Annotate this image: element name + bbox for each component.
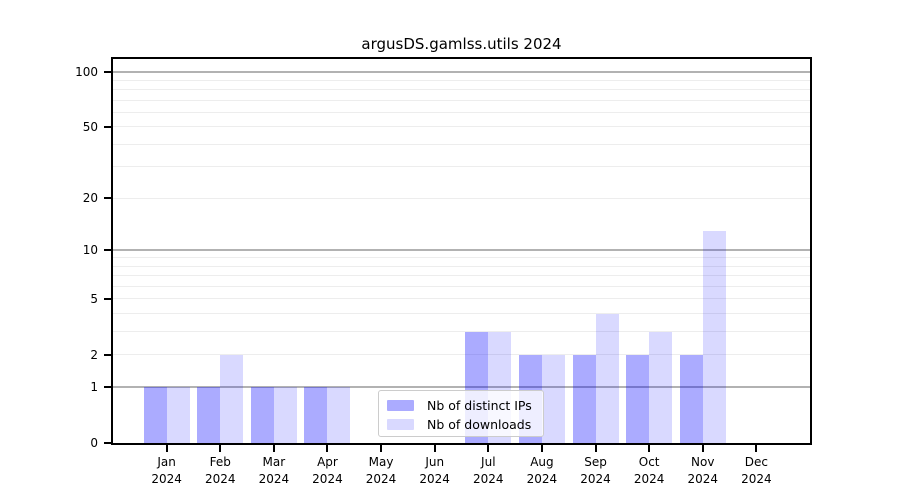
bar-downloads-apr bbox=[327, 387, 351, 443]
bar-downloads-aug bbox=[541, 354, 565, 443]
bar-downloads-mar bbox=[273, 387, 297, 443]
bar-distinct-ips-apr bbox=[304, 387, 328, 443]
legend-swatch-downloads bbox=[387, 419, 414, 430]
x-tick-label: Aug 2024 bbox=[526, 455, 558, 486]
x-tick-label: Sep 2024 bbox=[580, 455, 611, 486]
legend: Nb of distinct IPs Nb of downloads bbox=[378, 390, 544, 437]
y-tick-mark bbox=[104, 353, 111, 356]
x-tick-label: Oct 2024 bbox=[633, 455, 665, 486]
x-tick-mark bbox=[487, 445, 490, 452]
y-tick-mark bbox=[104, 125, 111, 128]
bar-downloads-feb bbox=[220, 354, 244, 443]
major-gridline bbox=[113, 249, 810, 252]
legend-item-downloads: Nb of downloads bbox=[387, 415, 535, 434]
y-tick-mark bbox=[104, 386, 111, 389]
minor-gridline bbox=[113, 313, 810, 315]
top-axis-spine bbox=[111, 57, 812, 59]
y-tick-mark bbox=[104, 442, 111, 444]
minor-gridline bbox=[113, 143, 810, 145]
x-tick-mark bbox=[219, 445, 222, 452]
minor-gridline bbox=[113, 286, 810, 288]
major-gridline bbox=[113, 70, 810, 73]
minor-gridline bbox=[113, 166, 810, 168]
y-tick-label: 2 bbox=[90, 347, 98, 362]
bar-distinct-ips-sep bbox=[572, 354, 596, 443]
bar-distinct-ips-nov bbox=[679, 354, 703, 443]
x-tick-mark bbox=[326, 445, 329, 452]
major-gridline bbox=[113, 386, 810, 389]
bar-downloads-sep bbox=[595, 313, 619, 443]
minor-gridline bbox=[113, 265, 810, 267]
x-tick-mark bbox=[540, 445, 543, 452]
y-tick-mark bbox=[104, 197, 111, 200]
plot-area: Nb of distinct IPs Nb of downloads 0 1 2 5 1… bbox=[75, 57, 812, 486]
x-tick-label: Feb 2024 bbox=[204, 455, 236, 486]
legend-label-distinct-ips: Nb of distinct IPs bbox=[427, 398, 532, 413]
bar-distinct-ips-jan bbox=[143, 387, 167, 443]
x-tick-mark bbox=[380, 445, 383, 452]
x-tick-label: Nov 2024 bbox=[687, 455, 719, 486]
y-tick-label: 20 bbox=[82, 191, 98, 206]
minor-gridline bbox=[113, 197, 810, 199]
left-axis-spine bbox=[111, 57, 113, 445]
y-tick-label: 5 bbox=[90, 291, 98, 306]
x-tick-mark bbox=[272, 445, 275, 452]
x-tick-label: Apr 2024 bbox=[312, 455, 343, 486]
minor-gridline bbox=[113, 275, 810, 277]
legend-label-downloads: Nb of downloads bbox=[427, 417, 532, 432]
x-tick-label: Dec 2024 bbox=[741, 455, 772, 486]
x-tick-label: Jul 2024 bbox=[473, 455, 504, 486]
minor-gridline bbox=[113, 111, 810, 113]
minor-gridline bbox=[113, 331, 810, 333]
x-tick-mark bbox=[433, 445, 436, 452]
x-tick-label: Jun 2024 bbox=[419, 455, 450, 486]
x-tick-label: Mar 2024 bbox=[258, 455, 290, 486]
minor-gridline bbox=[113, 99, 810, 101]
y-tick-mark bbox=[104, 297, 111, 300]
x-tick-mark bbox=[165, 445, 168, 452]
y-tick-label: 0 bbox=[90, 436, 98, 450]
minor-gridline bbox=[113, 79, 810, 81]
bar-distinct-ips-mar bbox=[250, 387, 274, 443]
y-tick-label: 100 bbox=[75, 64, 98, 79]
chart-title: argusDS.gamlss.utils 2024 bbox=[361, 35, 562, 53]
minor-gridline bbox=[113, 126, 810, 128]
right-axis-spine bbox=[810, 57, 812, 445]
x-tick-mark bbox=[701, 445, 704, 452]
legend-item-distinct-ips: Nb of distinct IPs bbox=[387, 396, 535, 415]
bar-downloads-oct bbox=[649, 331, 673, 443]
minor-gridline bbox=[113, 354, 810, 356]
y-tick-label: 1 bbox=[90, 380, 98, 395]
x-tick-mark bbox=[755, 445, 758, 452]
x-tick-mark bbox=[648, 445, 651, 452]
bar-downloads-jan bbox=[166, 387, 190, 443]
y-tick-label: 50 bbox=[82, 119, 98, 134]
minor-gridline bbox=[113, 89, 810, 91]
minor-gridline bbox=[113, 257, 810, 259]
legend-swatch-distinct-ips bbox=[387, 400, 414, 411]
bar-distinct-ips-feb bbox=[197, 387, 221, 443]
x-tick-label: Jan 2024 bbox=[151, 455, 182, 486]
minor-gridline bbox=[113, 298, 810, 300]
y-tick-label: 10 bbox=[82, 243, 98, 258]
x-tick-label: May 2024 bbox=[365, 455, 397, 486]
bar-distinct-ips-oct bbox=[626, 354, 650, 443]
bottom-axis-spine bbox=[111, 443, 812, 445]
x-tick-mark bbox=[594, 445, 597, 452]
y-tick-mark bbox=[104, 249, 111, 252]
y-tick-mark bbox=[104, 70, 111, 73]
bar-downloads-nov bbox=[702, 230, 726, 443]
